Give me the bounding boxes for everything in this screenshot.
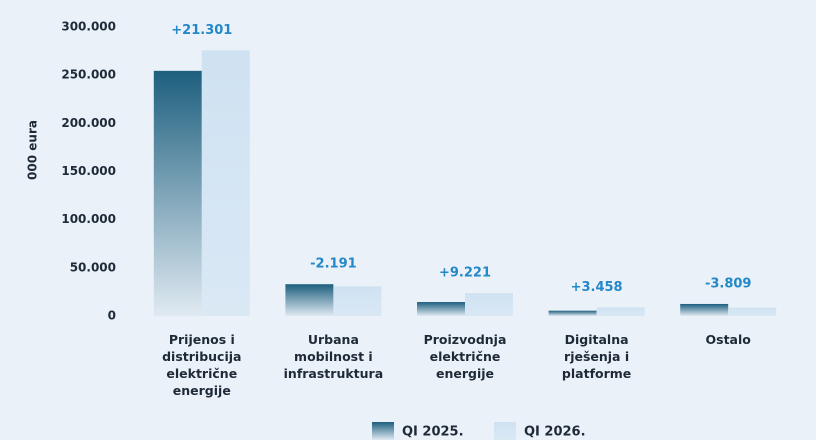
y-axis-label: 000 eura [26, 120, 40, 180]
y-tick-label: 0 [108, 309, 116, 323]
y-tick-label: 100.000 [61, 212, 116, 226]
legend-swatch [372, 422, 394, 440]
x-tick-label: Urbana mobilnost i infrastruktura [283, 332, 384, 381]
bar [333, 286, 382, 316]
x-tick-label: Proizvodnja električne energije [423, 332, 507, 381]
y-tick-label: 300.000 [61, 20, 116, 34]
bar [465, 293, 513, 316]
bar [153, 70, 202, 316]
bar [680, 303, 729, 316]
bar [596, 307, 645, 316]
y-tick-label: 50.000 [70, 260, 116, 274]
x-tick-label: Ostalo [705, 332, 751, 347]
change-label: +3.458 [571, 280, 623, 295]
change-label: -3.809 [705, 276, 752, 291]
bar [728, 307, 777, 316]
change-label: -2.191 [310, 257, 357, 272]
y-tick-label: 200.000 [61, 116, 116, 130]
legend-swatch [494, 422, 516, 440]
y-tick-label: 250.000 [61, 68, 116, 82]
change-label: +21.301 [171, 23, 232, 38]
legend-label: QI 2025. [402, 425, 464, 440]
x-tick-label: Prijenos i distribucija električne energ… [162, 332, 242, 398]
legend-label: QI 2026. [524, 425, 586, 440]
bar [285, 284, 334, 316]
y-tick-label: 150.000 [61, 164, 116, 178]
bar [548, 310, 597, 316]
bar [417, 302, 465, 316]
bar [201, 50, 250, 316]
change-label: +9.221 [439, 266, 491, 281]
x-tick-label: Digitalna rješenja i platforme [561, 332, 632, 381]
